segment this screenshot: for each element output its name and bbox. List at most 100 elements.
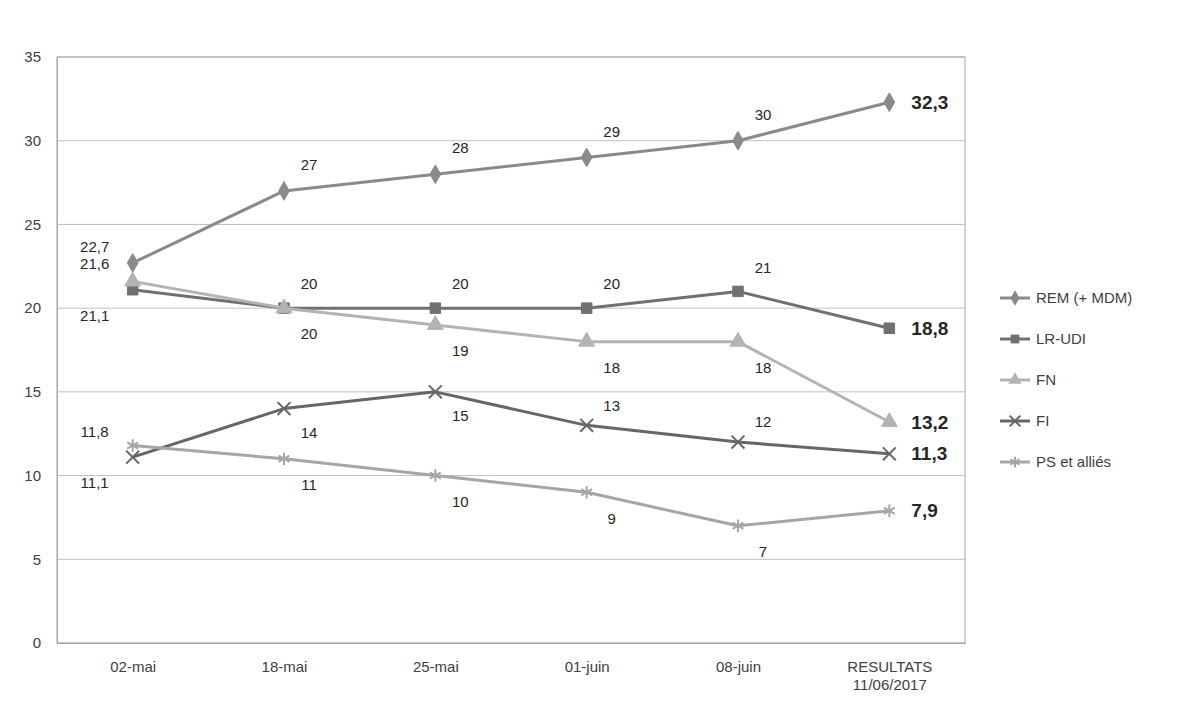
legend-marker xyxy=(1010,457,1019,467)
point-marker xyxy=(427,316,443,330)
y-tick-label: 10 xyxy=(24,467,41,484)
series xyxy=(127,284,894,333)
chart: 0 5 10 15 20 25 30 35 02-mai 18-mai 25-mai 01-juin 0… xyxy=(0,0,1180,726)
plot-frame xyxy=(57,57,965,643)
legend-label: REM (+ MDM) xyxy=(1036,289,1132,306)
data-label: 32,3 xyxy=(911,92,948,113)
data-label: 20 xyxy=(603,275,620,292)
y-tick: 15 xyxy=(24,383,57,400)
y-tick: 30 xyxy=(24,132,57,149)
point-marker xyxy=(881,413,897,427)
legend-entry: REM (+ MDM) xyxy=(1000,289,1132,306)
data-label: 22,7 xyxy=(80,238,109,255)
data-label: 18,8 xyxy=(911,318,948,339)
x-tick-label: 18-mai xyxy=(262,658,308,675)
x-tick: 25-mai xyxy=(413,643,459,675)
y-tick: 35 xyxy=(24,48,57,65)
point-marker xyxy=(126,451,139,464)
legend-marker xyxy=(1010,416,1021,427)
x-tick-label: RESULTATS11/06/2017 xyxy=(847,658,932,694)
y-tick: 0 xyxy=(33,634,57,651)
data-label: 7 xyxy=(759,543,767,560)
data-label: 13,2 xyxy=(911,412,948,433)
data-label: 21,6 xyxy=(80,255,109,272)
point-marker xyxy=(580,419,593,432)
legend-entry: FN xyxy=(1000,371,1056,388)
grid xyxy=(57,57,965,643)
legend: REM (+ MDM) LR-UDI FN FI PS et alliés xyxy=(1000,289,1132,470)
point-marker xyxy=(732,436,745,449)
point-marker xyxy=(127,439,138,452)
y-tick-label: 25 xyxy=(24,216,41,233)
legend-label: FI xyxy=(1036,412,1049,429)
point-marker xyxy=(278,402,291,415)
legend-label: PS et alliés xyxy=(1036,453,1111,470)
series xyxy=(125,272,898,426)
data-labels: 22,72728293032,321,12020202118,821,62019… xyxy=(80,92,948,560)
series-line xyxy=(133,445,890,525)
grid-line xyxy=(57,559,965,560)
x-tick: 02-mai xyxy=(110,643,156,675)
series-line xyxy=(133,102,890,263)
series-line xyxy=(133,281,890,422)
y-tick-label: 5 xyxy=(33,551,41,568)
data-label: 21 xyxy=(755,259,772,276)
data-label: 20 xyxy=(301,275,318,292)
y-tick: 20 xyxy=(24,299,57,316)
data-label: 30 xyxy=(755,106,772,123)
data-label: 15 xyxy=(452,407,469,424)
point-marker xyxy=(884,323,894,333)
point-marker xyxy=(279,182,290,201)
point-marker xyxy=(430,469,441,482)
legend-entry: LR-UDI xyxy=(1000,330,1086,347)
background xyxy=(0,0,1180,726)
x-tick-label: 01-juin xyxy=(565,658,610,675)
point-marker xyxy=(429,385,442,398)
x-tick: 18-mai xyxy=(262,643,308,675)
x-axis-line xyxy=(58,643,966,644)
y-tick: 25 xyxy=(24,216,57,233)
grid-line xyxy=(57,140,965,141)
point-marker xyxy=(279,453,290,466)
point-marker xyxy=(733,286,743,296)
y-tick-label: 0 xyxy=(33,634,41,651)
legend-label: FN xyxy=(1036,371,1056,388)
y-tick-label: 35 xyxy=(24,48,41,65)
point-marker xyxy=(276,299,292,313)
point-marker xyxy=(127,254,138,273)
data-label: 20 xyxy=(301,325,318,342)
data-label: 19 xyxy=(452,342,469,359)
series-group xyxy=(125,93,898,532)
data-label: 20 xyxy=(452,275,469,292)
point-marker xyxy=(581,486,592,499)
grid-line xyxy=(57,224,965,225)
x-tick: 01-juin xyxy=(565,643,610,675)
data-label: 18 xyxy=(755,359,772,376)
series-line xyxy=(133,290,890,329)
x-tick: 08-juin xyxy=(716,643,761,675)
x-tick: RESULTATS11/06/2017 xyxy=(847,643,932,693)
point-marker xyxy=(430,303,440,313)
data-label: 27 xyxy=(301,156,318,173)
y-tick: 10 xyxy=(24,467,57,484)
data-label: 11,8 xyxy=(81,423,109,440)
point-marker xyxy=(581,303,591,313)
series xyxy=(126,385,896,463)
series-line xyxy=(133,392,890,457)
point-marker xyxy=(733,131,744,150)
x-tick-label: 25-mai xyxy=(413,658,459,675)
y-axis: 0 5 10 15 20 25 30 35 xyxy=(24,48,57,651)
data-label: 9 xyxy=(607,510,615,527)
point-marker xyxy=(581,148,592,167)
grid-line xyxy=(57,475,965,476)
y-tick: 5 xyxy=(33,551,57,568)
series xyxy=(127,439,895,532)
legend-marker xyxy=(1011,335,1020,344)
data-label: 12 xyxy=(755,413,772,430)
point-marker xyxy=(884,504,895,517)
y-tick-label: 15 xyxy=(24,383,41,400)
point-marker xyxy=(125,272,141,286)
legend-label: LR-UDI xyxy=(1036,330,1086,347)
y-tick-label: 20 xyxy=(24,299,41,316)
y-axis-line xyxy=(57,58,58,644)
